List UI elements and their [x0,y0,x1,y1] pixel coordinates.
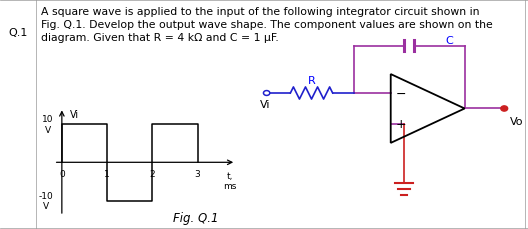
Circle shape [501,106,508,112]
Text: 3: 3 [195,169,201,178]
Text: 0: 0 [59,169,65,178]
Text: -10
V: -10 V [39,191,54,210]
Text: Fig. Q.1: Fig. Q.1 [173,211,218,224]
Text: 10
V: 10 V [42,115,54,134]
Text: 1: 1 [104,169,110,178]
Text: t,
ms: t, ms [223,171,237,190]
Text: Q.1: Q.1 [8,27,27,37]
Text: 2: 2 [149,169,155,178]
Text: A square wave is applied to the input of the following integrator circuit shown : A square wave is applied to the input of… [41,7,493,43]
Text: −: − [396,87,407,100]
Text: Vo: Vo [510,116,523,126]
Text: C: C [445,35,452,46]
Text: Vi: Vi [70,109,79,119]
Text: Vi: Vi [260,100,270,110]
Text: +: + [396,118,407,131]
Text: R: R [308,76,315,85]
